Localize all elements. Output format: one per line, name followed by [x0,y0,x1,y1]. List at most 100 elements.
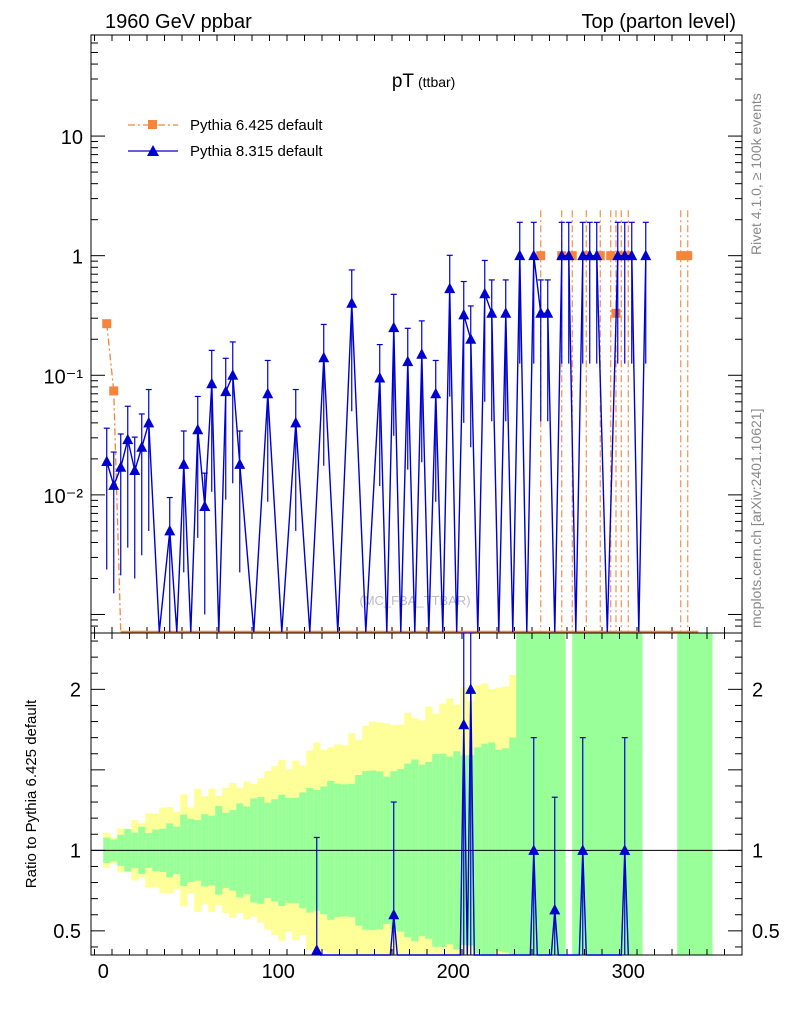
ratio-band-inner [523,633,531,955]
ratio-axis-ticks: 0 100 200 300 0.5 0.5 1 1 2 2 [53,633,780,983]
pythia8-point [577,249,589,261]
ratio-band-inner [586,633,594,955]
pythia8-point [640,249,652,261]
pythia6-point [102,319,112,329]
ratio-y-tick-label-right: 2 [752,679,763,701]
ratio-band-inner [628,633,636,955]
ratio-point [311,944,323,955]
main-series [101,210,699,634]
pythia8-point [318,351,330,363]
pythia8-point [262,387,274,399]
legend-square-marker [148,120,157,129]
pythia6-point [595,251,605,261]
ratio-band-inner [481,743,489,955]
rivet-label: Rivet 4.1.0, ≥ 100k events [748,93,764,255]
pythia8-point [563,249,575,261]
ratio-point [577,844,589,855]
pythia8-point [591,249,603,261]
pythia8-point [626,249,638,261]
main-y-tick-label: 10⁻² [44,486,84,508]
pythia8-point [479,287,491,299]
x-tick-label: 200 [437,961,470,983]
ratio-band-inner [635,633,643,955]
x-tick-label: 0 [98,961,109,983]
ratio-band-inner [488,742,496,955]
pythia8-point [220,385,232,397]
pythia6-point [536,251,546,261]
header-left: 1960 GeV ppbar [105,11,252,33]
pythia8-point [514,249,526,261]
pythia8-point [465,333,477,344]
pythia8-line [106,255,647,633]
ratio-band-inner [516,633,524,955]
pythia8-point [458,308,470,320]
pythia8-point [528,249,540,261]
pythia8-point [402,355,414,367]
pythia8-point [444,282,456,294]
pythia8-point [584,249,596,261]
legend-triangle-marker [147,145,159,156]
ratio-band-inner [509,737,517,955]
ratio-point [619,844,631,855]
ratio-y-tick-label-left: 1 [70,840,81,862]
pythia8-point [178,458,190,469]
main-y-tick-label: 10⁻¹ [44,366,84,388]
pythia8-point [556,249,568,261]
pythia8-point [164,524,176,536]
pythia8-point [535,307,547,318]
pythia8-point [108,479,120,490]
ratio-band-inner [600,633,608,955]
pythia8-point [136,441,148,452]
ratio-band-inner [614,633,622,955]
ratio-band-inner [558,633,566,955]
plot-title: pT [392,71,415,92]
pythia8-point [388,321,400,333]
ratio-band-inner [607,633,615,955]
pythia8-point [542,307,554,318]
main-y-tick-label: 10 [61,127,83,149]
ratio-band-inner [691,633,699,955]
main-axis-ticks: 10⁻² 10⁻¹ 1 10 [44,34,742,634]
ratio-band-inner [698,633,706,955]
pythia8-point [290,416,302,428]
pythia8-point [199,500,211,511]
pythia8-point [122,433,134,445]
ratio-point [388,908,400,920]
ratio-uncertainty-bands [103,633,713,955]
pythia8-point [101,455,113,467]
pythia6-point [606,251,616,261]
pythia8-point [430,387,442,399]
legend: Pythia 6.425 default Pythia 8.315 defaul… [128,117,323,160]
pythia8-point [374,371,386,383]
ratio-series [311,632,631,956]
ratio-point [465,683,477,694]
ratio-band-inner [537,633,545,955]
legend-label-pythia6: Pythia 6.425 default [190,117,323,134]
ratio-band-inner [677,633,685,955]
plot-title-sub: (ttbar) [418,74,455,90]
pythia8-point [486,307,498,318]
pythia8-point [346,297,358,308]
ratio-point [528,844,540,855]
source-label: mcplots.cern.ch [arXiv:2401.10621] [748,409,764,628]
ratio-band-inner [684,633,692,955]
main-y-tick-label: 1 [72,247,83,269]
pythia8-point [129,464,141,475]
pythia6-point [683,251,693,261]
legend-entry-pythia8: Pythia 8.315 default [128,143,323,160]
ratio-band-inner [705,633,713,955]
pythia8-point [619,249,631,261]
pythia6-line [106,323,122,633]
ratio-point [549,903,561,915]
pythia8-point [416,348,428,359]
pythia8-point [612,249,624,261]
pythia6-point [109,386,119,396]
pythia6-point [567,251,577,261]
ratio-y-tick-label-left: 2 [70,679,81,701]
pythia8-point [192,423,204,435]
x-tick-label: 100 [262,961,295,983]
ratio-y-tick-label-right: 0.5 [752,921,780,943]
pythia8-point [115,461,127,472]
